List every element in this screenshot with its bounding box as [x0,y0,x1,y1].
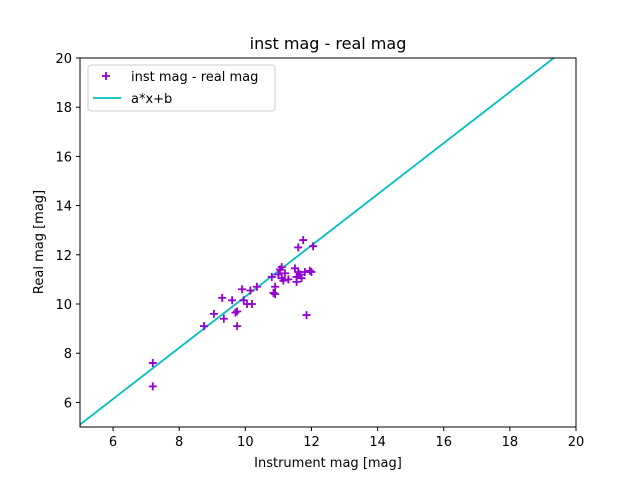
data-point [294,243,303,252]
legend-marker-scatter [102,72,110,80]
data-point [228,296,237,305]
plot-frame [79,57,577,428]
x-tick-label: 14 [369,435,386,450]
data-point [271,282,280,291]
data-point [277,263,286,272]
data-point [269,288,278,297]
y-axis-label: Real mag [mag] [32,190,47,294]
data-point [297,274,306,283]
data-point [238,285,247,294]
data-point [305,266,314,275]
data-point [200,322,208,331]
y-tick-label: 14 [55,200,72,215]
data-point [295,270,304,279]
x-tick-label: 10 [237,435,254,450]
y-tick-label: 18 [55,101,72,116]
data-point [299,236,308,245]
data-point [307,268,316,277]
x-tick-label: 20 [568,435,585,450]
fit-line [80,58,556,426]
data-point [246,286,255,295]
x-tick-label: 8 [175,435,183,450]
data-point [271,290,280,299]
data-point [302,311,311,320]
x-tick-label: 12 [303,435,320,450]
y-tick-label: 8 [64,347,72,362]
data-point [233,322,242,331]
y-tick-label: 16 [55,150,72,165]
data-point [267,272,276,281]
data-point [209,309,218,318]
y-tick-label: 12 [55,249,72,264]
data-point [279,276,288,285]
data-point [148,359,157,368]
data-point [281,269,290,278]
legend: inst mag - real mag a*x+b [87,64,276,112]
data-point [284,275,293,284]
x-tick-label: 6 [109,435,117,450]
y-tick-label: 6 [64,396,72,411]
data-point [218,293,227,302]
chart-title: inst mag - real mag [250,34,407,53]
data-point [148,382,157,391]
data-point [233,307,242,316]
y-tick-label: 10 [55,298,72,313]
x-tick-label: 18 [502,435,519,450]
plot-area: 6 8 10 12 14 16 18 20 6 8 10 12 14 16 18 20 [55,52,585,450]
data-point [252,282,261,291]
data-point [219,314,228,323]
x-axis-label: Instrument mag [mag] [254,456,402,471]
data-point [231,308,240,317]
legend-box [87,64,276,112]
legend-label-line: a*x+b [131,92,172,107]
y-tick-label: 20 [55,52,72,67]
data-point [247,300,256,308]
legend-label-scatter: inst mag - real mag [131,70,258,85]
data-point [309,242,318,251]
x-tick-label: 16 [435,435,452,450]
